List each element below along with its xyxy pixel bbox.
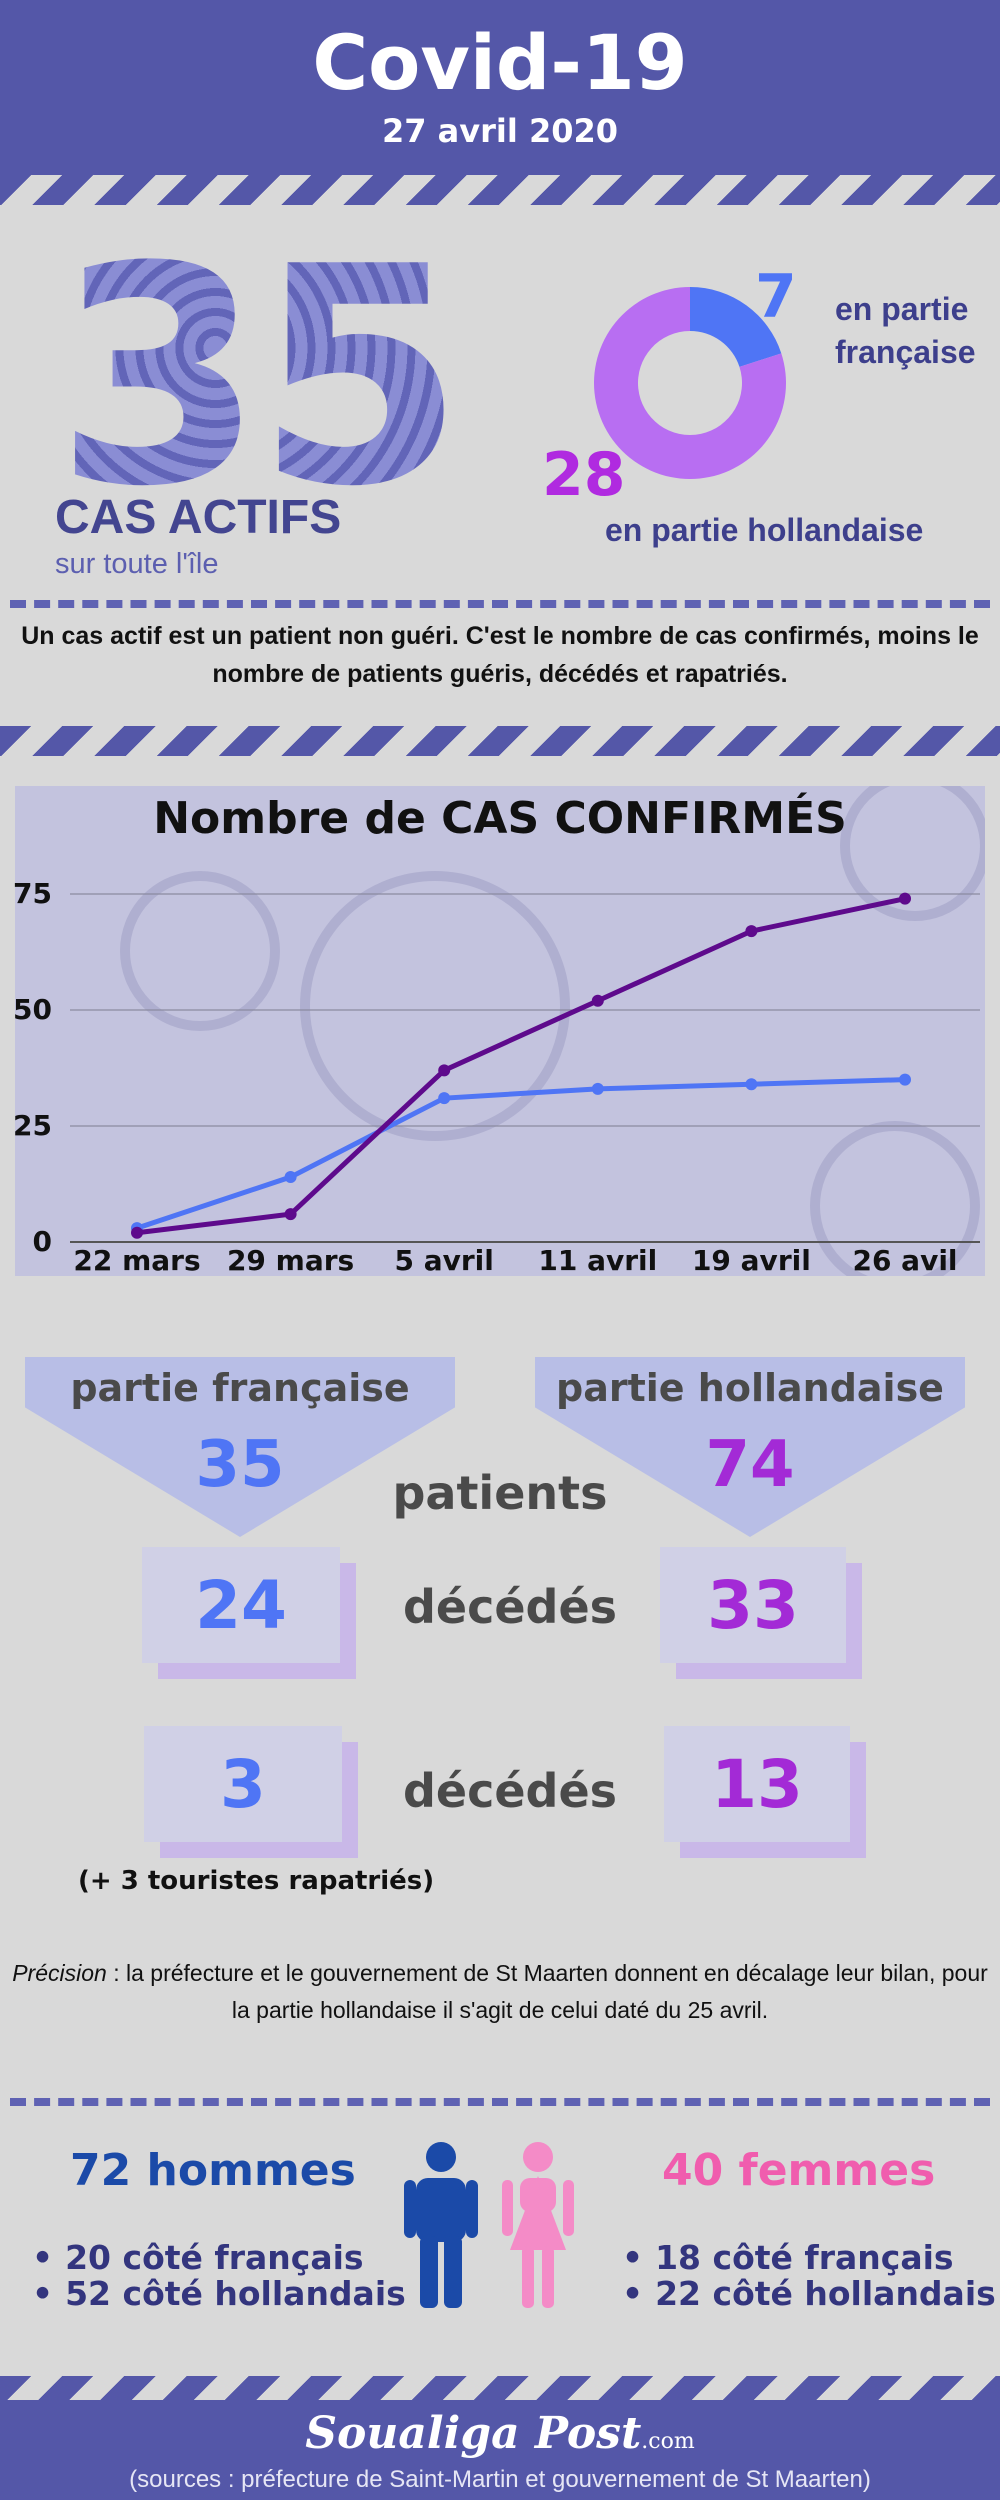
dutch-recovered-card: 33 (660, 1547, 846, 1663)
footer-banner (0, 2400, 1000, 2500)
series-point-1 (284, 1208, 297, 1221)
donut-slice-dutch (594, 287, 786, 479)
women-list: 18 côté français 22 côté hollandais (622, 2239, 996, 2313)
active-subtitle: sur toute l'île (55, 548, 219, 580)
donut-slice-french (690, 287, 782, 367)
french-part-title: partie française (70, 1366, 410, 1410)
chart-panel (15, 786, 985, 1276)
page-title: Covid-19 (312, 18, 688, 107)
men-list: 20 côté français 52 côté hollandais (32, 2239, 406, 2313)
publisher-logo: Soualiga Post.com (0, 2408, 1000, 2459)
list-item: 18 côté français (622, 2239, 996, 2276)
deaths-label: décédés (402, 1764, 618, 1818)
french-patients-value: 35 (195, 1428, 285, 1502)
page-date: 27 avril 2020 (381, 112, 619, 150)
french-active-value: 7 (755, 262, 797, 332)
stripe-divider (0, 175, 1000, 205)
y-tick-label: 0 (33, 1225, 52, 1258)
y-tick-label: 75 (13, 877, 52, 910)
logo-text: Soualiga Post (305, 2408, 642, 2459)
women-title: 40 femmes (662, 2145, 936, 2196)
series-point-1 (899, 892, 911, 905)
series-point-0 (591, 1082, 604, 1095)
x-tick-label: 29 mars (227, 1244, 354, 1277)
dutch-patients-value: 74 (705, 1428, 795, 1502)
precision-text: : la préfecture et le gouvernement de St… (106, 1960, 988, 2023)
series-line-1 (136, 896, 906, 1236)
patients-label: patients (392, 1466, 608, 1520)
list-item: 22 côté hollandais (622, 2275, 996, 2312)
active-donut (594, 287, 786, 479)
dutch-part-title: partie hollandaise (556, 1366, 944, 1410)
x-tick-label: 11 avril (538, 1244, 657, 1277)
x-tick-label: 19 avril (692, 1244, 811, 1277)
header-banner (0, 0, 1000, 175)
series-point-0 (438, 1092, 451, 1105)
logo-suffix: .com (641, 2429, 695, 2454)
men-title: 72 hommes (70, 2145, 356, 2196)
list-item: 52 côté hollandais (32, 2275, 406, 2312)
x-tick-label: 5 avril (395, 1244, 494, 1277)
series-point-1 (591, 994, 604, 1007)
dashed-divider (10, 600, 990, 608)
active-total: 35 (55, 203, 464, 552)
series-line-0 (136, 1077, 906, 1231)
list-item: 20 côté français (32, 2239, 406, 2276)
active-title: CAS ACTIFS (55, 491, 342, 544)
french-deaths-card: 3 (144, 1726, 342, 1842)
sources-text: (sources : préfecture de Saint-Martin et… (129, 2466, 871, 2493)
chart-title: Nombre de CAS CONFIRMÉS (153, 793, 847, 844)
series-point-1 (131, 1226, 143, 1239)
series-point-0 (745, 1078, 758, 1091)
x-tick-label: 26 avil (852, 1244, 957, 1277)
french-recovered-card: 24 (142, 1547, 340, 1663)
series-point-1 (745, 925, 758, 938)
series-point-1 (438, 1064, 451, 1077)
definition-text: Un cas actif est un patient non guéri. C… (21, 622, 979, 688)
y-tick-label: 50 (13, 993, 52, 1026)
woman-icon (502, 2142, 574, 2308)
precision-lead: Précision (12, 1960, 107, 1986)
french-active-label: en partie française (835, 291, 976, 371)
series-point-0 (284, 1171, 297, 1184)
dutch-active-value: 28 (542, 440, 626, 510)
series-point-0 (899, 1073, 911, 1086)
tourists-note: (+ 3 touristes rapatriés) (78, 1866, 435, 1896)
precision-note: Précision : la préfecture et le gouverne… (10, 1955, 990, 2029)
y-tick-label: 25 (13, 1109, 52, 1142)
dutch-deaths-card: 13 (664, 1726, 850, 1842)
recovered-label: décédés (402, 1580, 618, 1634)
dashed-divider (10, 2098, 990, 2106)
man-icon (404, 2142, 478, 2308)
dutch-active-label: en partie hollandaise (605, 512, 924, 548)
stripe-divider (0, 726, 1000, 756)
x-tick-label: 22 mars (73, 1244, 200, 1277)
